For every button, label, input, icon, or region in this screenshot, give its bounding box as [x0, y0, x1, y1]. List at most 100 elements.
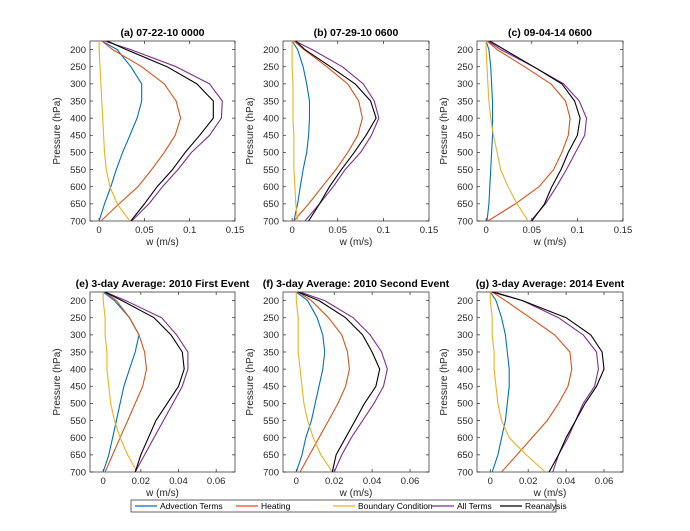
x-tick-label: 0.05: [329, 225, 348, 236]
y-axis-label: Pressure (hPa): [52, 97, 63, 164]
series-line-reanalysis: [104, 291, 185, 473]
panel-2: (b) 07-29-10 0600 200 250 300 350 400 450 500 55…: [245, 27, 438, 248]
legend-label: Heating: [261, 501, 291, 511]
legend-item-advection-terms: Advection Terms: [135, 501, 223, 511]
y-axis-label: Pressure (hPa): [439, 348, 450, 415]
y-tick-label: 450: [263, 382, 279, 393]
y-tick-label: 600: [70, 433, 86, 444]
x-tick-label: 0.06: [595, 476, 614, 487]
y-tick-label: 500: [263, 399, 279, 410]
y-tick-label: 650: [457, 199, 473, 210]
y-tick-label: 500: [70, 399, 86, 410]
series-line-heating: [491, 291, 573, 473]
y-tick-label: 250: [70, 62, 86, 73]
series-line-boundary-condition: [489, 292, 546, 473]
y-axis-label: Pressure (hPa): [52, 348, 63, 415]
y-tick-label: 250: [70, 313, 86, 324]
y-tick-label: 450: [70, 131, 86, 142]
legend: Advection Terms Heating Boundary Condition…: [130, 499, 567, 513]
panel-title: (g) 3-day Average: 2014 Event: [476, 278, 625, 290]
y-tick-label: 300: [263, 79, 279, 90]
y-tick-label: 350: [70, 96, 86, 107]
y-tick-label: 450: [70, 382, 86, 393]
x-tick-label: 0: [96, 225, 101, 236]
y-tick-label: 200: [457, 296, 473, 307]
series-line-advection-terms: [291, 40, 311, 222]
series-line-boundary-condition: [291, 41, 299, 222]
x-tick-label: 0: [483, 225, 488, 236]
x-axis-label: w (m/s): [145, 237, 179, 248]
series-line-heating: [486, 40, 571, 222]
y-tick-label: 600: [263, 433, 279, 444]
x-tick-label: 0: [488, 476, 493, 487]
x-axis-label: w (m/s): [533, 237, 567, 248]
series-line-boundary-condition: [485, 41, 529, 222]
legend-label: Advection Terms: [160, 501, 223, 511]
series-line-heating: [104, 291, 148, 473]
y-tick-label: 300: [70, 79, 86, 90]
x-axis-label: w (m/s): [145, 488, 179, 499]
y-tick-label: 350: [263, 96, 279, 107]
y-tick-label: 250: [457, 313, 473, 324]
legend-item-heating: Heating: [236, 501, 291, 511]
series-line-boundary-condition: [98, 41, 131, 222]
y-tick-label: 550: [457, 416, 473, 427]
y-tick-label: 350: [263, 347, 279, 358]
x-tick-label: 0.06: [401, 476, 420, 487]
plot-frame: [89, 291, 236, 473]
y-tick-label: 600: [457, 433, 473, 444]
series-line-heating: [100, 40, 182, 222]
x-tick-label: 0.02: [519, 476, 538, 487]
plot-frame: [282, 40, 430, 222]
series-line-all-terms: [294, 40, 380, 222]
x-axis-label: w (m/s): [533, 488, 567, 499]
y-tick-label: 700: [70, 216, 86, 227]
legend-label: All Terms: [457, 501, 492, 511]
series-line-reanalysis: [489, 40, 581, 222]
series-line-all-terms: [104, 291, 189, 473]
x-tick-label: 0.15: [420, 225, 439, 236]
y-tick-label: 650: [457, 450, 473, 461]
legend-item-all-terms: All Terms: [432, 501, 492, 511]
x-tick-label: 0.04: [169, 476, 188, 487]
y-tick-label: 400: [457, 113, 473, 124]
panel-title: (f) 3-day Average: 2010 Second Event: [263, 278, 450, 290]
y-tick-label: 550: [263, 416, 279, 427]
y-tick-label: 650: [263, 199, 279, 210]
y-tick-label: 550: [70, 416, 86, 427]
panel-title: (b) 07-29-10 0600: [314, 27, 399, 39]
panel-title: (e) 3-day Average: 2010 First Event: [76, 278, 250, 290]
y-tick-label: 500: [457, 399, 473, 410]
x-tick-label: 0.05: [135, 225, 154, 236]
x-tick-label: 0.1: [377, 225, 390, 236]
series-line-advection-terms: [295, 291, 326, 473]
legend-item-reanalysis: Reanalysis: [500, 501, 567, 511]
x-tick-label: 0.1: [183, 225, 196, 236]
series-line-reanalysis: [295, 40, 377, 222]
y-tick-label: 200: [70, 45, 86, 56]
x-tick-label: 0: [294, 476, 299, 487]
x-tick-label: 0.05: [523, 225, 542, 236]
y-tick-label: 400: [263, 113, 279, 124]
series-line-reanalysis: [297, 291, 381, 473]
x-tick-label: 0.02: [132, 476, 151, 487]
x-tick-label: 0.1: [571, 225, 584, 236]
series-line-boundary-condition: [102, 292, 138, 473]
plot-frame: [476, 40, 624, 222]
y-tick-label: 250: [457, 62, 473, 73]
panel-title: (a) 07-22-10 0000: [120, 27, 204, 39]
y-axis-label: Pressure (hPa): [245, 97, 256, 164]
y-tick-label: 550: [457, 165, 473, 176]
y-tick-label: 300: [263, 330, 279, 341]
x-tick-label: 0: [289, 225, 294, 236]
y-tick-label: 400: [70, 364, 86, 375]
y-tick-label: 200: [457, 45, 473, 56]
y-axis-label: Pressure (hPa): [439, 97, 450, 164]
series-line-heating: [297, 291, 350, 473]
y-tick-label: 200: [263, 296, 279, 307]
y-tick-label: 450: [457, 131, 473, 142]
y-tick-label: 200: [263, 45, 279, 56]
y-tick-label: 600: [263, 182, 279, 193]
x-axis-label: w (m/s): [339, 488, 373, 499]
